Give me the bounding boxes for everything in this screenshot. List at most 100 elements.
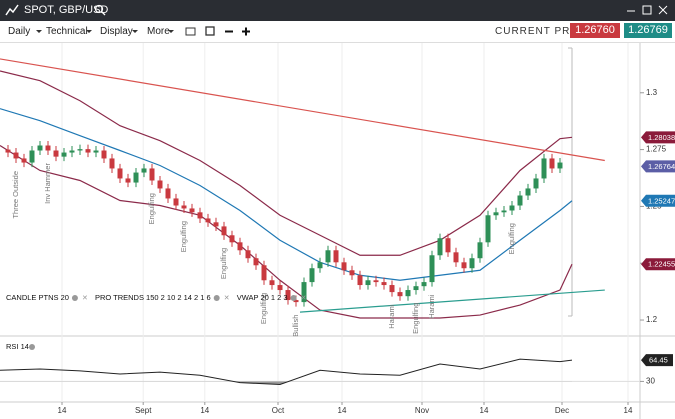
pattern-label: Engulfing [259,293,268,324]
indicator-line [0,108,573,281]
pattern-label: Engulfing [179,221,188,252]
candle-body [205,218,211,223]
pattern-label: Inv Hammer [43,163,52,204]
candle-body [405,290,411,297]
price-tag [641,131,675,144]
toolbar-icons [36,26,250,36]
y-tick-label: 1.3 [646,88,658,97]
rsi-tag-label: 64.45 [649,356,668,365]
toolbar: Daily Technical Display More CURRENT PRI… [0,21,675,43]
candle-body [213,222,219,227]
candle-body [277,285,283,291]
candle-body [293,300,299,303]
candle-body [341,262,347,271]
candle-body [541,158,547,179]
pattern-label: Engulfing [507,223,516,254]
rsi-tick-label: 30 [646,377,655,386]
candle-body [325,250,331,263]
candle-body [269,280,275,286]
candle-body [53,150,59,157]
candle-body [525,188,531,196]
candle-body [485,215,491,243]
candle-body [221,226,227,236]
candle-body [101,150,107,159]
title-bar: SPOT, GBP/USD [0,0,675,21]
candle-body [69,150,75,153]
candle-body [133,172,139,183]
x-tick-label: Sept [135,406,152,415]
candle-body [549,158,555,169]
candle-body [261,265,267,281]
candle-body [77,149,83,151]
menu[interactable]: Display [100,26,133,37]
x-tick-label: Dec [555,406,569,415]
candle-body [357,275,363,286]
x-tick-label: 14 [58,406,67,415]
candle-body [333,250,339,263]
pattern-label: Engulfing [411,303,420,334]
candle-body [461,262,467,269]
price-tag [641,258,675,271]
candle-body [165,188,171,199]
candle-body [501,210,507,213]
candle-body [437,238,443,256]
candle-body [365,280,371,286]
candle-body [29,150,35,163]
rsi-label: RSI 14 [6,342,29,351]
menu[interactable]: Daily [8,26,31,37]
pattern-label: Engulfing [219,248,228,279]
candle-body [373,280,379,283]
study-label: PRO TRENDS 150 2 10 2 14 2 1 6 [95,293,211,302]
candle-body [317,262,323,269]
candle-body [285,290,291,301]
x-tick-label: 14 [338,406,347,415]
candle-body [381,282,387,286]
candle-body [237,242,243,251]
x-tick-label: Nov [415,406,429,415]
close-icon: ✕ [82,295,88,302]
candle-body [253,258,259,266]
pattern-label: Bullish [291,315,300,337]
candle-body [245,250,251,259]
candle-body [109,158,115,169]
candle-body [5,149,11,153]
settings-icon [71,295,78,301]
candle-body [493,212,499,216]
y-tick-label: 1.2 [646,315,658,324]
symbol-title: SPOT, GBP/USD [24,4,109,16]
candle-body [557,162,563,169]
price-tag-label: 1.25247 [648,196,675,205]
candle-body [445,238,451,253]
candle-body [469,258,475,269]
candle-body [413,286,419,291]
bid-price: 1.26760 [570,23,620,38]
close-icon: ✕ [301,295,307,302]
indicator-line [0,70,573,256]
window-controls[interactable] [626,5,670,17]
candle-body [397,292,403,297]
search-icon[interactable] [94,4,106,16]
settings-icon [29,344,35,350]
menu[interactable]: Technical [46,26,88,37]
menu[interactable]: More [147,26,170,37]
candle-body [13,152,19,159]
candle-body [389,285,395,293]
candle-body [157,180,163,189]
trend-line [0,58,605,162]
candle-body [117,168,123,179]
pattern-label: Harami [387,304,396,329]
candle-body [45,145,51,151]
pattern-label: Harami [427,294,436,319]
trend-line [299,289,605,313]
price-tag [641,194,675,207]
candle-body [85,149,91,153]
study-label: CANDLE PTNS 20 [6,293,69,302]
candle-body [229,235,235,243]
candle-body [509,205,515,211]
candle-body [61,152,67,157]
candle-body [149,168,155,181]
x-tick-label: 14 [624,406,633,415]
settings-icon [213,295,220,301]
